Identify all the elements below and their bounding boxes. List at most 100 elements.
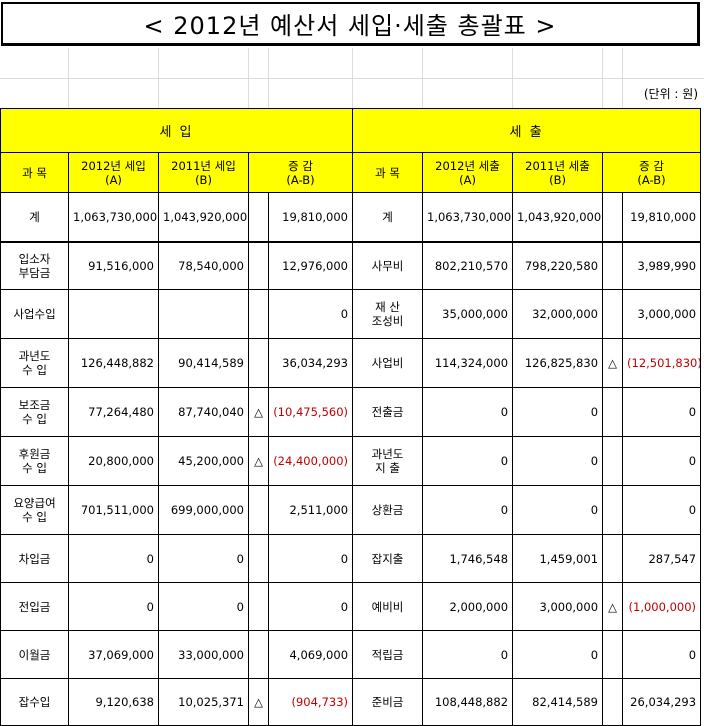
expense-2011-value: 0 <box>512 436 604 486</box>
col-2012-expense: 2012년 세출 (A) <box>422 152 514 193</box>
expense-diff-value: (12,501,830) <box>622 338 702 388</box>
expense-2012-value: 1,746,548 <box>422 534 514 583</box>
expense-decrease-mark: △ <box>602 338 624 388</box>
revenue-2011-value: 1,043,920,000 <box>158 192 249 243</box>
expense-diff-value: 287,547 <box>622 534 702 583</box>
revenue-diff-value: (24,400,000) <box>267 436 354 486</box>
revenue-item-name: 사업수입 <box>0 289 69 339</box>
revenue-2011-value: 90,414,589 <box>158 338 249 388</box>
revenue-2012-value: 37,069,000 <box>68 630 159 679</box>
expense-diff-value: 26,034,293 <box>622 678 702 726</box>
col-2012-revenue: 2012년 세입 (A) <box>68 152 159 193</box>
expense-item-name: 예비비 <box>352 582 424 631</box>
revenue-2011-value: 10,025,371 <box>158 678 249 726</box>
expense-item-name: 상환금 <box>352 485 424 535</box>
revenue-decrease-mark <box>248 485 269 535</box>
revenue-2011-value: 699,000,000 <box>158 485 249 535</box>
expense-2011-value: 0 <box>512 387 604 437</box>
expense-decrease-mark <box>602 387 624 437</box>
revenue-diff-value: 36,034,293 <box>267 338 354 388</box>
revenue-decrease-mark <box>248 289 269 339</box>
revenue-decrease-mark <box>248 338 269 388</box>
expense-2012-value: 1,063,730,000 <box>422 192 514 243</box>
expense-2011-value: 0 <box>512 485 604 535</box>
col-subject-revenue: 과 목 <box>0 152 69 193</box>
expense-diff-value: 19,810,000 <box>622 192 702 243</box>
revenue-item-name: 전입금 <box>0 582 69 631</box>
table-row: 입소자 부담금 91,516,000 78,540,000 12,976,000 사무비 8… <box>0 241 702 290</box>
revenue-section-header: 세 입 <box>0 108 354 153</box>
revenue-diff-value: 0 <box>267 534 354 583</box>
revenue-item-name: 입소자 부담금 <box>0 241 69 290</box>
expense-diff-value: 0 <box>622 387 702 437</box>
revenue-diff-value: 0 <box>267 289 354 339</box>
table-row: 잡수입 9,120,638 10,025,371 △ (904,733) 준비금 108,4… <box>0 678 702 726</box>
expense-2011-value: 82,414,589 <box>512 678 604 726</box>
expense-item-name: 계 <box>352 192 424 243</box>
table-row: 요양급여 수 입 701,511,000 699,000,000 2,511,000 상환… <box>0 485 702 535</box>
expense-item-name: 적립금 <box>352 630 424 679</box>
table-row: 보조금 수 입 77,264,480 87,740,040 △ (10,475,560) 전… <box>0 387 702 437</box>
revenue-diff-value: (904,733) <box>267 678 354 726</box>
page-title: < 2012년 예산서 세입·세출 총괄표 > <box>1 2 700 46</box>
revenue-item-name: 이월금 <box>0 630 69 679</box>
expense-decrease-mark <box>602 289 624 339</box>
revenue-2011-value: 78,540,000 <box>158 241 249 290</box>
col-2011-expense: 2011년 세출 (B) <box>512 152 604 193</box>
revenue-2011-value: 0 <box>158 534 249 583</box>
table-row: 사업수입 0 재 산 조성비 35,000,000 32,000,000 3,000,000 <box>0 289 702 339</box>
col-diff-expense: 증 감 (A-B) <box>602 152 702 193</box>
expense-2012-value: 2,000,000 <box>422 582 514 631</box>
revenue-2012-value: 126,448,882 <box>68 338 159 388</box>
revenue-decrease-mark <box>248 241 269 290</box>
expense-2012-value: 108,448,882 <box>422 678 514 726</box>
expense-diff-value: 3,989,990 <box>622 241 702 290</box>
expense-2012-value: 802,210,570 <box>422 241 514 290</box>
revenue-2011-value: 45,200,000 <box>158 436 249 486</box>
expense-item-name: 사업비 <box>352 338 424 388</box>
revenue-2012-value: 1,063,730,000 <box>68 192 159 243</box>
expense-decrease-mark <box>602 534 624 583</box>
expense-decrease-mark: △ <box>602 582 624 631</box>
table-row: 차입금 0 0 0 잡지출 1,746,548 1,459,001 287,547 <box>0 534 702 583</box>
revenue-item-name: 잡수입 <box>0 678 69 726</box>
revenue-2012-value: 91,516,000 <box>68 241 159 290</box>
revenue-item-name: 요양급여 수 입 <box>0 485 69 535</box>
revenue-2012-value: 77,264,480 <box>68 387 159 437</box>
revenue-decrease-mark <box>248 534 269 583</box>
table-row: 이월금 37,069,000 33,000,000 4,069,000 적립금 0 0 0 <box>0 630 702 679</box>
revenue-2012-value <box>68 289 159 339</box>
revenue-decrease-mark: △ <box>248 436 269 486</box>
revenue-2012-value: 0 <box>68 534 159 583</box>
revenue-decrease-mark <box>248 630 269 679</box>
revenue-item-name: 차입금 <box>0 534 69 583</box>
expense-2011-value: 32,000,000 <box>512 289 604 339</box>
revenue-2011-value: 33,000,000 <box>158 630 249 679</box>
revenue-diff-value: 12,976,000 <box>267 241 354 290</box>
expense-2011-value: 3,000,000 <box>512 582 604 631</box>
expense-item-name: 잡지출 <box>352 534 424 583</box>
expense-diff-value: (1,000,000) <box>622 582 702 631</box>
expense-2011-value: 126,825,830 <box>512 338 604 388</box>
col-2011-revenue: 2011년 세입 (B) <box>158 152 249 193</box>
revenue-decrease-mark <box>248 582 269 631</box>
revenue-2012-value: 20,800,000 <box>68 436 159 486</box>
budget-summary-table: 세 입 세 출 과 목 2012년 세입 (A) 2011년 세입 (B) 증 감(… <box>0 108 702 726</box>
revenue-diff-value: 19,810,000 <box>267 192 354 243</box>
expense-diff-value: 0 <box>622 485 702 535</box>
expense-diff-value: 3,000,000 <box>622 289 702 339</box>
revenue-item-name: 보조금 수 입 <box>0 387 69 437</box>
revenue-diff-value: 4,069,000 <box>267 630 354 679</box>
expense-decrease-mark <box>602 436 624 486</box>
revenue-2012-value: 701,511,000 <box>68 485 159 535</box>
expense-2012-value: 114,324,000 <box>422 338 514 388</box>
expense-item-name: 재 산 조성비 <box>352 289 424 339</box>
revenue-item-name: 과년도 수 입 <box>0 338 69 388</box>
expense-2011-value: 798,220,580 <box>512 241 604 290</box>
expense-decrease-mark <box>602 678 624 726</box>
revenue-item-name: 후원금 수 입 <box>0 436 69 486</box>
unit-label: (단위 : 원) <box>643 87 698 101</box>
revenue-item-name: 계 <box>0 192 69 243</box>
expense-decrease-mark <box>602 630 624 679</box>
expense-section-header: 세 출 <box>352 108 702 153</box>
